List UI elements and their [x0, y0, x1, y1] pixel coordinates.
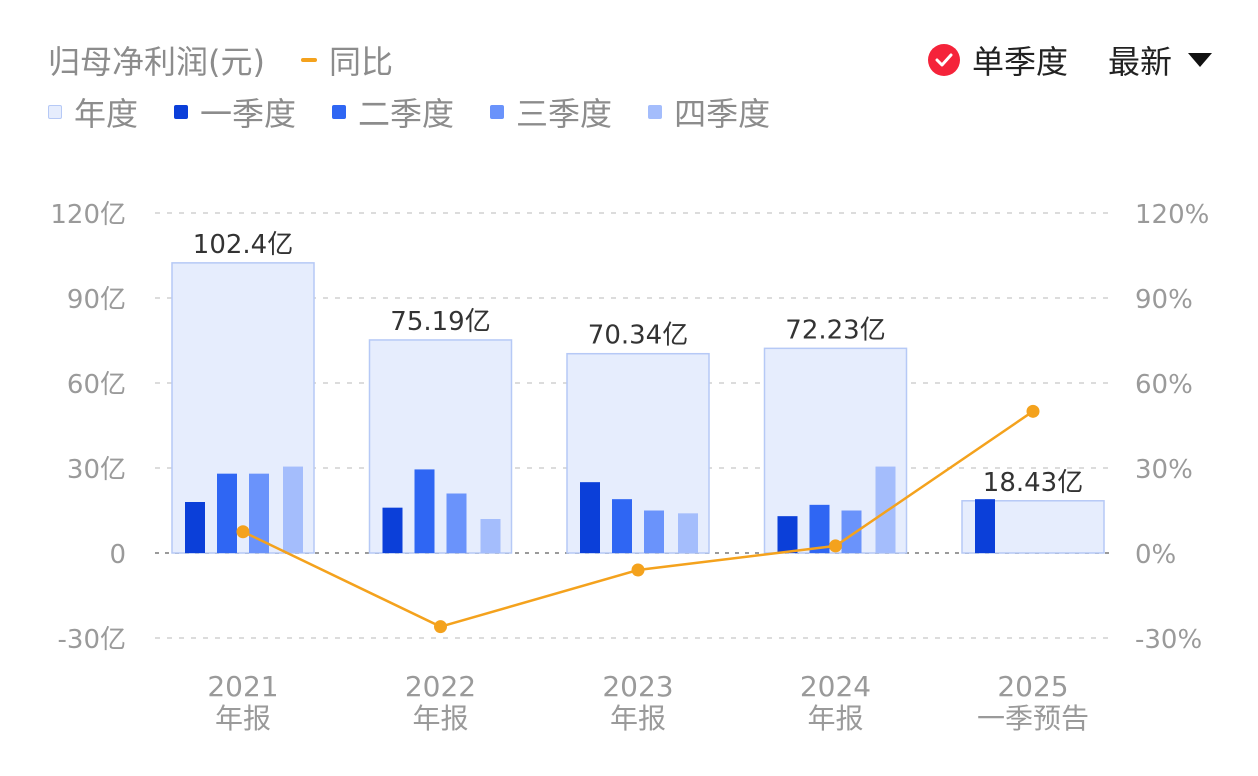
quarter-bar — [217, 473, 237, 553]
single-quarter-toggle[interactable]: 单季度 — [971, 43, 1068, 81]
x-tick-label-year: 2021 — [207, 670, 278, 703]
left-axis-tick-label: 30亿 — [67, 455, 126, 485]
left-axis-tick-label: 120亿 — [50, 200, 126, 230]
left-axis-tick-label: 0 — [109, 540, 126, 570]
quarter-bar — [975, 499, 995, 553]
annual-data-label: 75.19亿 — [390, 307, 490, 337]
quarter-bar — [382, 507, 403, 553]
quarter-bar — [644, 510, 664, 553]
yoy-point — [631, 563, 645, 577]
left-axis-tick-label: -30亿 — [58, 625, 126, 655]
yoy-point — [829, 539, 842, 553]
legend-swatch — [648, 105, 663, 119]
quarter-bar — [777, 516, 798, 553]
yoy-legend-marker — [300, 58, 317, 62]
quarter-bar — [283, 466, 303, 553]
legend-label: 一季度 — [200, 95, 297, 133]
quarter-bar — [414, 469, 435, 553]
legend-item-annual[interactable]: 年度 — [48, 89, 138, 135]
annual-data-label: 102.4亿 — [193, 230, 293, 260]
legend-item-q3[interactable]: 三季度 — [490, 89, 612, 135]
chart-title: 归母净利润(元) — [48, 43, 265, 81]
x-tick-label-year: 2023 — [602, 670, 673, 703]
latest-dropdown[interactable]: 最新 — [1107, 43, 1172, 81]
check-icon[interactable] — [927, 44, 960, 76]
yoy-point — [236, 525, 250, 539]
right-axis-tick-label: 90% — [1135, 285, 1193, 315]
annual-data-label: 18.43亿 — [983, 468, 1083, 498]
x-tick-label-type: 年报 — [807, 702, 863, 735]
legend-item-q2[interactable]: 二季度 — [332, 89, 454, 135]
left-axis-tick-label: 90亿 — [67, 285, 126, 315]
chart-controls: 单季度 最新 — [927, 36, 1212, 84]
yoy-point — [1026, 404, 1040, 418]
yoy-legend-label: 同比 — [328, 43, 393, 81]
quarter-bar — [480, 519, 501, 553]
quarter-bar — [678, 513, 698, 553]
quarter-bar — [841, 510, 862, 553]
right-axis-tick-label: 0% — [1135, 540, 1176, 570]
right-axis-tick-label: -30% — [1135, 625, 1202, 655]
quarter-bar — [185, 502, 205, 553]
quarter-bar — [249, 473, 269, 553]
yoy-point — [434, 620, 447, 634]
x-tick-label-type: 年报 — [215, 702, 271, 735]
legend-item-q1[interactable]: 一季度 — [174, 89, 296, 135]
left-axis-tick-label: 60亿 — [67, 370, 126, 400]
quarter-bar — [446, 493, 467, 553]
quarter-bar — [875, 466, 896, 553]
right-axis-tick-label: 60% — [1135, 370, 1193, 400]
x-tick-label-type: 一季预告 — [977, 702, 1089, 735]
annual-data-label: 70.34亿 — [588, 321, 688, 351]
legend-swatch — [332, 105, 347, 119]
dropdown-caret-icon[interactable] — [1188, 53, 1212, 67]
legend-swatch — [48, 105, 62, 119]
x-tick-label-year: 2022 — [405, 670, 476, 703]
legend-label: 四季度 — [674, 95, 771, 133]
x-tick-label-year: 2025 — [997, 670, 1068, 703]
legend: 年度 一季度 二季度 三季度 四季度 — [48, 90, 806, 134]
chart-header: 归母净利润(元) 同比 — [48, 38, 393, 82]
quarter-bar — [612, 499, 632, 553]
legend-swatch — [174, 105, 189, 119]
annual-data-label: 72.23亿 — [785, 315, 885, 345]
x-tick-label-type: 年报 — [412, 702, 468, 735]
legend-label: 二季度 — [358, 95, 455, 133]
legend-label: 三季度 — [516, 95, 613, 133]
legend-swatch — [490, 105, 505, 119]
legend-label: 年度 — [74, 95, 139, 133]
quarter-bar — [809, 504, 830, 553]
right-axis-tick-label: 120% — [1135, 200, 1209, 230]
right-axis-tick-label: 30% — [1135, 455, 1193, 485]
x-tick-label-year: 2024 — [800, 670, 871, 703]
legend-item-q4[interactable]: 四季度 — [648, 89, 770, 135]
quarter-bar — [580, 482, 600, 553]
x-tick-label-type: 年报 — [610, 702, 666, 735]
